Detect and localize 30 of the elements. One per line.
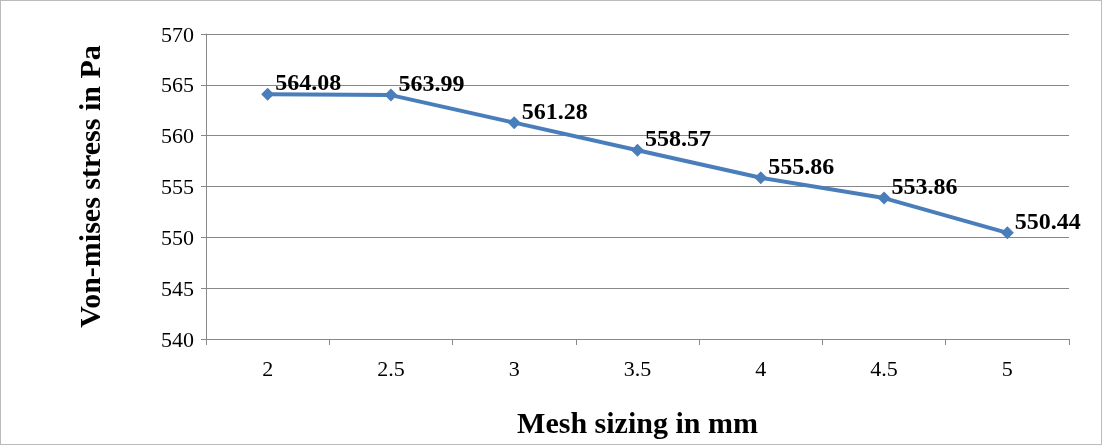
data-label: 555.86 <box>768 152 835 179</box>
point <box>631 143 644 157</box>
y-tick-label: 570 <box>161 21 194 47</box>
y-tick-label: 555 <box>161 174 194 199</box>
y-tick-label: 540 <box>161 326 194 352</box>
data-label: 563.99 <box>398 70 465 97</box>
y-tick-label: 545 <box>161 275 194 301</box>
data-label: 550.44 <box>1014 207 1081 234</box>
point <box>754 171 768 185</box>
y-tick-label: 560 <box>161 123 194 149</box>
y-tick-label: 550 <box>161 224 194 250</box>
data-label: 564.08 <box>275 69 342 96</box>
point <box>1000 226 1014 240</box>
y-tick-label: 565 <box>161 72 194 98</box>
x-tick-label: 3.5 <box>623 355 652 381</box>
x-tick-label: 3 <box>508 355 520 381</box>
x-tick-label: 4 <box>755 355 767 381</box>
point <box>877 191 891 205</box>
data-label: 558.57 <box>645 125 711 152</box>
data-label: 561.28 <box>521 97 588 124</box>
x-axis-title: Mesh sizing in mm <box>517 405 758 439</box>
point <box>261 87 275 101</box>
x-tick-label: 2 <box>262 355 274 381</box>
data-label: 553.86 <box>891 173 958 200</box>
point <box>507 116 521 130</box>
y-axis-title: Von-mises stress in Pa <box>72 45 106 328</box>
point <box>384 88 398 102</box>
x-tick-label: 4.5 <box>870 355 898 381</box>
x-tick-label: 5 <box>1001 355 1013 381</box>
x-tick-label: 2.5 <box>377 355 405 381</box>
